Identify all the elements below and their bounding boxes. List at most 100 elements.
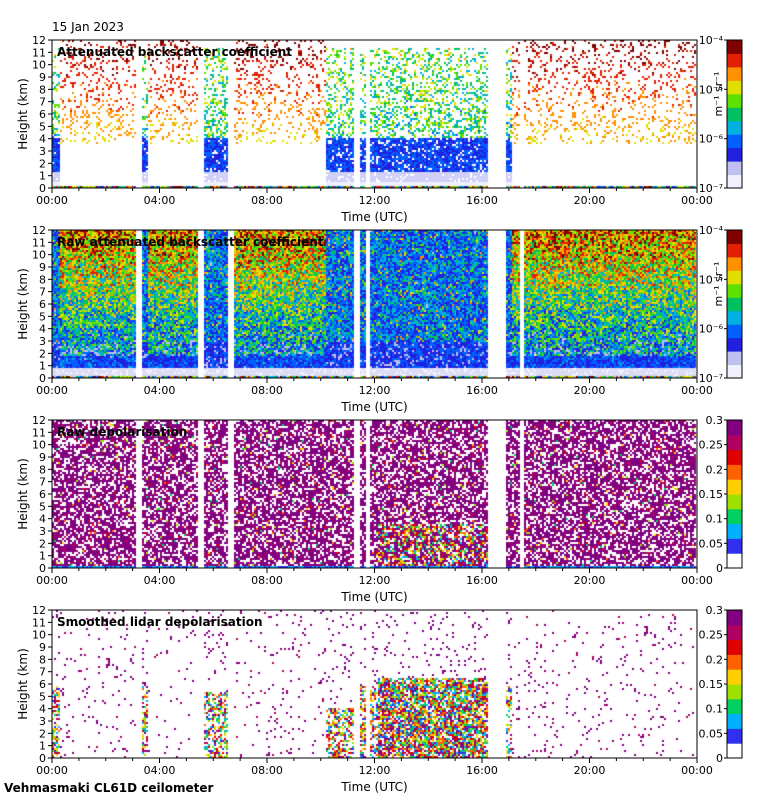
x-tick-label: 04:00 xyxy=(144,574,176,587)
colorbar-tick-label: 10⁻⁵ xyxy=(699,273,723,286)
x-tick-label: 20:00 xyxy=(574,194,606,207)
y-tick-label: 8 xyxy=(39,83,46,96)
y-tick-label: 10 xyxy=(32,439,46,452)
heatmap-image xyxy=(52,610,697,758)
colorbar-segment xyxy=(727,283,742,298)
y-tick-label: 11 xyxy=(32,616,46,629)
panel-title: Raw depolarisation xyxy=(57,425,187,439)
y-tick-label: 7 xyxy=(39,666,46,679)
colorbar-segment xyxy=(727,420,742,436)
colorbar-segment xyxy=(727,610,742,626)
y-tick-label: 3 xyxy=(39,715,46,728)
colorbar-tick-label: 0.25 xyxy=(699,439,724,452)
y-tick-label: 3 xyxy=(39,335,46,348)
colorbar-segment xyxy=(727,107,742,122)
colorbar-segment xyxy=(727,80,742,95)
x-tick-label: 16:00 xyxy=(466,384,498,397)
y-tick-label: 0 xyxy=(39,182,46,195)
y-axis-label: Height (km) xyxy=(16,458,30,529)
y-tick-label: 1 xyxy=(39,550,46,563)
x-tick-label: 12:00 xyxy=(359,194,391,207)
x-tick-label: 08:00 xyxy=(251,194,283,207)
colorbar-tick-label: 10⁻⁵ xyxy=(699,83,723,96)
y-tick-label: 12 xyxy=(32,604,46,617)
y-tick-label: 7 xyxy=(39,286,46,299)
y-tick-label: 9 xyxy=(39,451,46,464)
y-tick-label: 4 xyxy=(39,133,46,146)
y-tick-label: 9 xyxy=(39,71,46,84)
heatmap-image xyxy=(52,40,697,188)
x-tick-label: 20:00 xyxy=(574,384,606,397)
colorbar-tick-label: 10⁻⁴ xyxy=(699,224,724,237)
y-tick-label: 6 xyxy=(39,488,46,501)
colorbar-segment xyxy=(727,508,742,525)
y-tick-label: 4 xyxy=(39,513,46,526)
colorbar-segment xyxy=(727,538,742,554)
colorbar-segment xyxy=(727,743,742,759)
colorbar-segment xyxy=(727,639,742,655)
colorbar-segment xyxy=(727,698,742,715)
colorbar-segment xyxy=(727,713,742,729)
colorbar-tick-label: 0.2 xyxy=(706,653,724,666)
colorbar-tick-label: 10⁻⁷ xyxy=(699,182,723,195)
colorbar-label: m⁻¹ sr⁻¹ xyxy=(712,72,725,117)
y-tick-label: 6 xyxy=(39,678,46,691)
y-tick-label: 11 xyxy=(32,46,46,59)
colorbar-segment xyxy=(727,147,742,162)
x-axis-label: Time (UTC) xyxy=(340,210,407,224)
y-tick-label: 3 xyxy=(39,145,46,158)
colorbar-segment xyxy=(727,243,742,258)
x-tick-label: 16:00 xyxy=(466,574,498,587)
panel-title: Raw attenuated backscatter coefficient xyxy=(57,235,324,249)
colorbar-segment xyxy=(727,351,742,366)
y-tick-label: 4 xyxy=(39,323,46,336)
y-tick-label: 0 xyxy=(39,752,46,765)
y-tick-label: 12 xyxy=(32,414,46,427)
colorbar-segment xyxy=(727,449,742,465)
date-label: 15 Jan 2023 xyxy=(52,20,124,34)
y-tick-label: 5 xyxy=(39,690,46,703)
y-tick-label: 2 xyxy=(39,537,46,550)
x-tick-label: 04:00 xyxy=(144,194,176,207)
colorbar-tick-label: 0.15 xyxy=(699,678,724,691)
colorbar-segment xyxy=(727,230,742,244)
colorbar-tick-label: 0.05 xyxy=(699,537,724,550)
x-tick-label: 12:00 xyxy=(359,384,391,397)
x-tick-label: 00:00 xyxy=(681,764,713,777)
colorbar-segment xyxy=(727,728,742,744)
heatmap-image xyxy=(52,420,697,568)
colorbar-segment xyxy=(727,464,742,480)
y-tick-label: 2 xyxy=(39,157,46,170)
colorbar-segment xyxy=(727,120,742,135)
colorbar-tick-label: 0.3 xyxy=(706,414,724,427)
y-tick-label: 8 xyxy=(39,273,46,286)
colorbar-segment xyxy=(727,66,742,81)
colorbar-tick-label: 0.3 xyxy=(706,604,724,617)
x-tick-label: 04:00 xyxy=(144,764,176,777)
y-tick-label: 5 xyxy=(39,120,46,133)
y-tick-label: 1 xyxy=(39,360,46,373)
colorbar-tick-label: 0.05 xyxy=(699,727,724,740)
y-tick-label: 5 xyxy=(39,310,46,323)
colorbar-segment xyxy=(727,684,742,700)
y-tick-label: 9 xyxy=(39,641,46,654)
x-tick-label: 12:00 xyxy=(359,764,391,777)
colorbar-label: m⁻¹ sr⁻¹ xyxy=(712,262,725,307)
colorbar-tick-label: 0 xyxy=(716,562,723,575)
y-tick-label: 7 xyxy=(39,96,46,109)
colorbar-segment xyxy=(727,324,742,339)
y-tick-label: 2 xyxy=(39,727,46,740)
y-tick-label: 8 xyxy=(39,653,46,666)
y-tick-label: 0 xyxy=(39,562,46,575)
y-tick-label: 3 xyxy=(39,525,46,538)
x-tick-label: 00:00 xyxy=(36,384,68,397)
y-tick-label: 4 xyxy=(39,703,46,716)
x-tick-label: 00:00 xyxy=(681,574,713,587)
colorbar-tick-label: 0.15 xyxy=(699,488,724,501)
colorbar: 0 0.05 0.1 0.15 0.2 0.25 0.3 xyxy=(699,414,743,575)
x-tick-label: 16:00 xyxy=(466,764,498,777)
colorbar: 10⁻⁷ 10⁻⁶ 10⁻⁵ 10⁻⁴ m⁻¹ sr⁻¹ xyxy=(699,34,743,195)
y-tick-label: 2 xyxy=(39,347,46,360)
